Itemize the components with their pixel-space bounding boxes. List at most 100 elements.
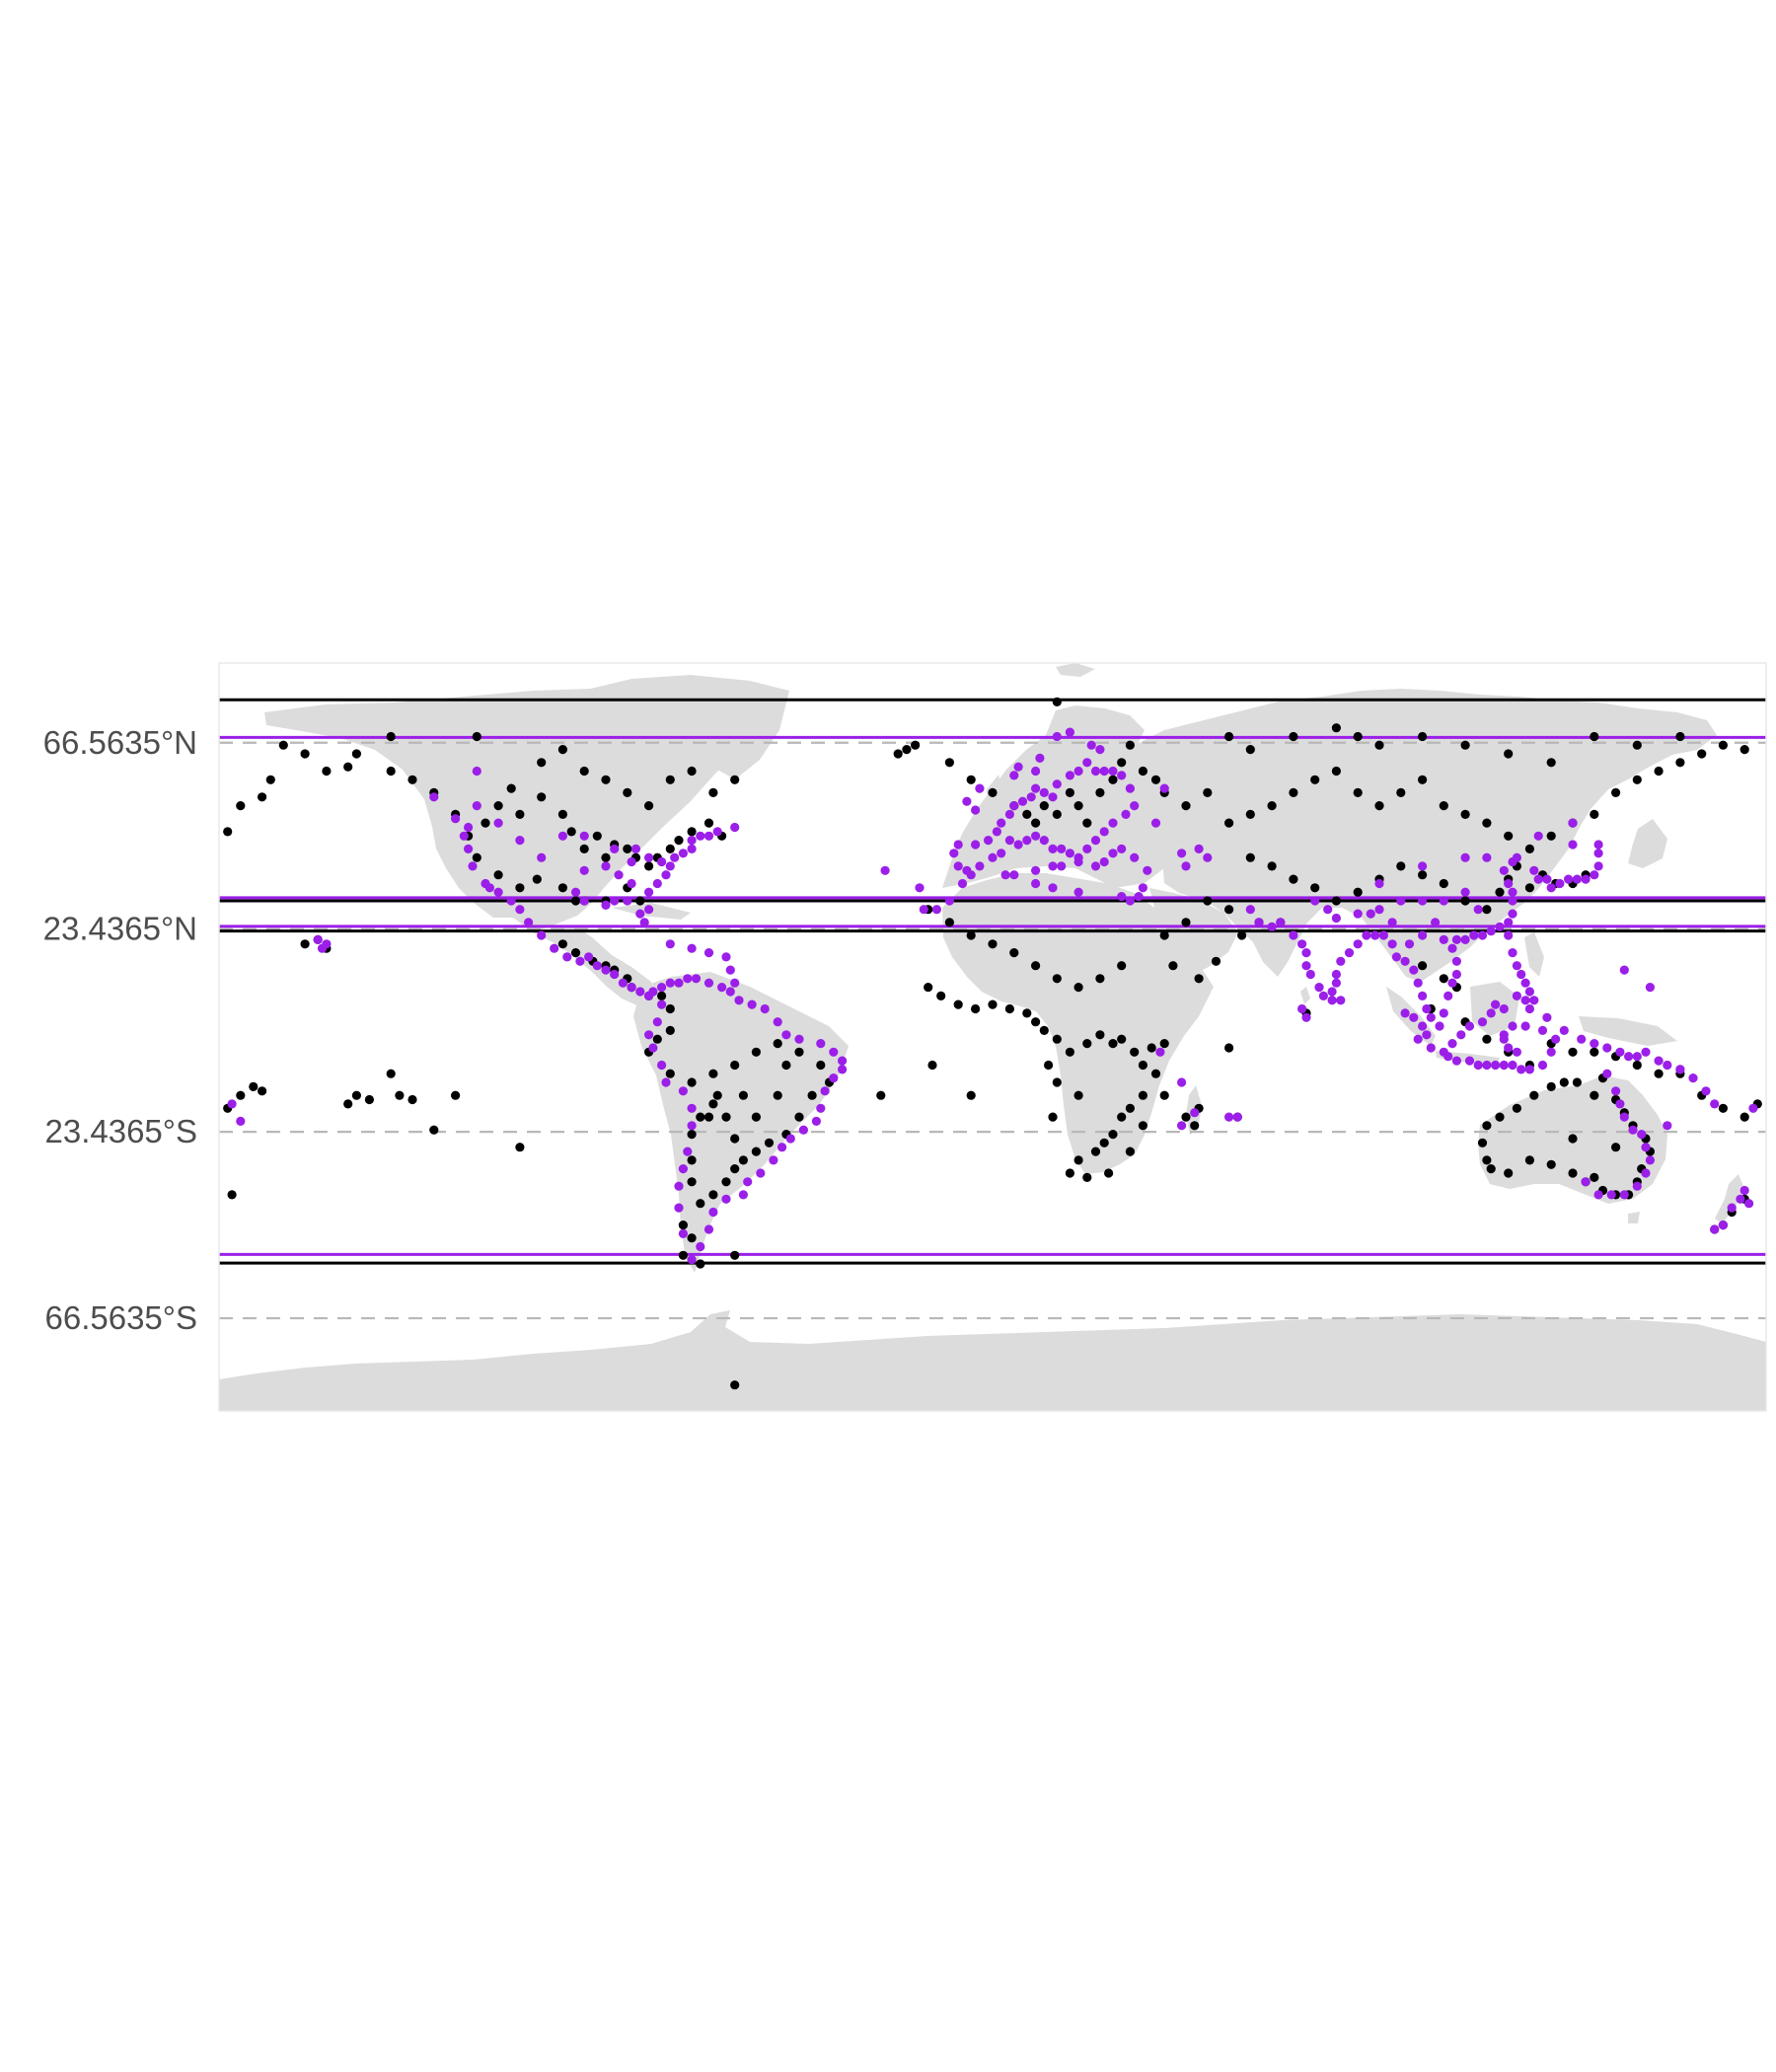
point-purple-72 xyxy=(601,900,611,911)
land-uk xyxy=(987,775,1004,821)
point-black-250 xyxy=(1718,1103,1728,1113)
point-black-129 xyxy=(1031,961,1041,971)
point-purple-230 xyxy=(1426,1012,1436,1022)
point-black-144 xyxy=(1065,1047,1074,1057)
point-purple-343 xyxy=(1624,1052,1634,1062)
point-black-153 xyxy=(1150,1069,1161,1078)
point-black-53 xyxy=(223,827,233,837)
point-purple-175 xyxy=(1117,892,1127,902)
point-purple-9 xyxy=(524,918,534,927)
point-black-188 xyxy=(1524,844,1534,854)
point-black-67 xyxy=(665,1069,675,1078)
point-black-167 xyxy=(1181,1112,1191,1122)
point-black-225 xyxy=(1482,905,1492,915)
point-black-297 xyxy=(429,1125,439,1135)
point-purple-0 xyxy=(464,822,474,833)
point-purple-283 xyxy=(1374,878,1384,889)
point-black-218 xyxy=(1168,961,1178,971)
point-purple-321 xyxy=(1546,1047,1556,1057)
point-purple-335 xyxy=(1426,1043,1436,1053)
point-black-162 xyxy=(1082,1172,1092,1182)
point-purple-59 xyxy=(674,1181,684,1191)
point-black-166 xyxy=(1159,1090,1169,1100)
point-black-256 xyxy=(1529,1090,1539,1100)
point-black-199 xyxy=(1546,758,1556,768)
point-purple-82 xyxy=(670,852,680,862)
point-purple-202 xyxy=(975,783,985,793)
point-black-310 xyxy=(1245,745,1255,755)
point-purple-164 xyxy=(1057,861,1067,871)
point-purple-252 xyxy=(1529,865,1539,875)
point-purple-43 xyxy=(816,1103,826,1113)
point-purple-374 xyxy=(227,1099,237,1109)
point-purple-40 xyxy=(838,1065,848,1074)
land-new-zealand xyxy=(1715,1174,1744,1223)
point-purple-75 xyxy=(635,909,645,919)
point-purple-234 xyxy=(1447,978,1457,988)
point-purple-244 xyxy=(1504,918,1514,927)
point-purple-11 xyxy=(550,943,559,953)
point-purple-207 xyxy=(1289,930,1298,940)
point-purple-57 xyxy=(678,1228,689,1238)
point-purple-352 xyxy=(1602,1069,1612,1078)
point-purple-291 xyxy=(1418,930,1428,940)
y-tick-label-2: 23.4365°S xyxy=(45,1113,198,1149)
land-south-america xyxy=(633,972,849,1273)
point-black-220 xyxy=(1211,956,1221,966)
point-black-11 xyxy=(493,801,503,811)
point-purple-95 xyxy=(627,856,636,867)
point-purple-221 xyxy=(1370,930,1380,940)
point-purple-6 xyxy=(493,887,503,897)
point-black-64 xyxy=(665,1025,675,1035)
point-purple-247 xyxy=(1508,887,1517,897)
point-purple-38 xyxy=(829,1047,839,1057)
point-purple-111 xyxy=(721,952,731,962)
point-purple-277 xyxy=(1366,909,1375,919)
point-purple-309 xyxy=(1447,1039,1457,1049)
point-black-65 xyxy=(652,1034,662,1044)
point-black-131 xyxy=(1073,983,1083,993)
point-purple-184 xyxy=(1031,766,1041,777)
point-purple-166 xyxy=(1090,861,1101,871)
point-purple-20 xyxy=(635,987,645,997)
point-purple-356 xyxy=(1628,1125,1638,1135)
point-purple-312 xyxy=(1464,1056,1475,1066)
point-purple-257 xyxy=(1564,874,1574,884)
point-black-44 xyxy=(623,787,632,798)
point-black-78 xyxy=(794,1112,804,1122)
point-black-19 xyxy=(601,852,611,862)
point-purple-44 xyxy=(811,1116,822,1126)
point-purple-118 xyxy=(953,861,963,871)
point-black-217 xyxy=(1159,930,1169,940)
point-purple-130 xyxy=(1039,787,1049,798)
point-purple-113 xyxy=(730,978,740,988)
point-purple-227 xyxy=(1413,978,1423,988)
point-black-216 xyxy=(1181,918,1191,927)
point-purple-267 xyxy=(1336,996,1346,1005)
point-purple-200 xyxy=(971,805,981,815)
point-black-194 xyxy=(1654,766,1664,777)
point-black-42 xyxy=(579,766,589,777)
point-purple-215 xyxy=(1331,978,1341,988)
point-purple-256 xyxy=(1555,878,1565,889)
point-purple-303 xyxy=(1499,1003,1509,1014)
point-purple-76 xyxy=(639,918,649,927)
point-purple-329 xyxy=(1499,1030,1509,1040)
point-black-307 xyxy=(1224,1043,1234,1053)
point-black-320 xyxy=(730,1380,740,1390)
point-black-324 xyxy=(911,740,921,750)
point-purple-191 xyxy=(1095,745,1105,755)
point-purple-381 xyxy=(1155,1047,1165,1057)
point-purple-268 xyxy=(1327,996,1337,1005)
point-purple-331 xyxy=(1418,1021,1428,1031)
point-purple-323 xyxy=(1537,1025,1548,1035)
point-black-118 xyxy=(1125,740,1135,750)
point-purple-243 xyxy=(1495,922,1505,931)
point-purple-171 xyxy=(1143,865,1152,875)
point-black-305 xyxy=(927,1060,937,1071)
point-purple-170 xyxy=(1130,852,1140,862)
point-purple-132 xyxy=(1052,779,1062,789)
point-black-39 xyxy=(635,896,645,906)
point-purple-301 xyxy=(1520,996,1530,1005)
point-black-97 xyxy=(696,1259,705,1269)
